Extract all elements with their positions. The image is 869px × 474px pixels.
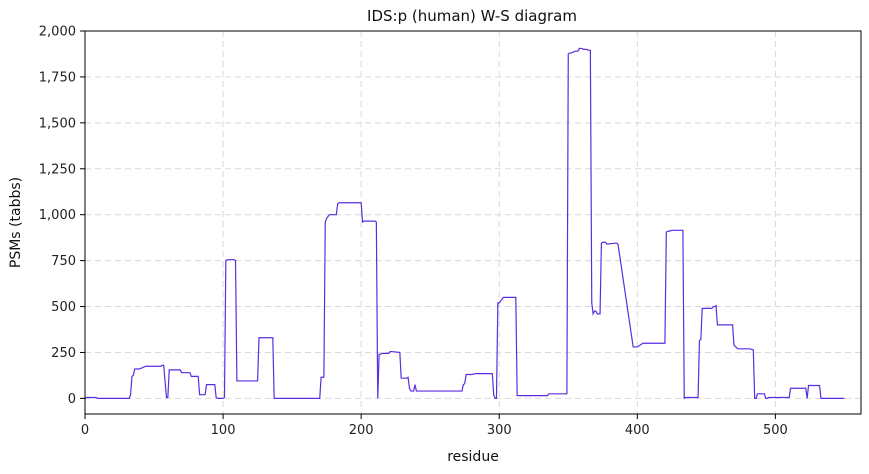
x-tick-label: 400 [625,423,650,438]
series-line [84,47,845,400]
x-tick-label: 500 [763,423,788,438]
x-axis: 0 100 200 300 400 500 [81,414,788,438]
y-tick-label: 1,500 [39,116,76,131]
y-tick-label: 1,250 [39,162,76,177]
y-tick-label: 0 [68,392,76,407]
x-tick-label: 100 [211,423,236,438]
x-axis-title: residue [447,449,499,465]
y-tick-label: 250 [51,346,76,361]
y-tick-label: 750 [51,254,76,269]
y-tick-label: 1,750 [39,70,76,85]
x-tick-label: 200 [349,423,374,438]
y-tick-label: 1,000 [39,208,76,223]
y-tick-label: 500 [51,300,76,315]
x-tick-label: 0 [81,423,89,438]
series-layer [84,47,845,400]
plot-frame [84,30,862,415]
y-axis-title: PSMs (tabbs) [8,177,24,268]
chart-title: IDS:p (human) W-S diagram [367,7,577,25]
x-tick-label: 300 [487,423,512,438]
y-axis: 0 250 500 750 1,000 1,250 1,500 1,750 2,000 [39,25,85,407]
y-tick-label: 2,000 [39,25,76,40]
grid-lines [84,30,861,414]
